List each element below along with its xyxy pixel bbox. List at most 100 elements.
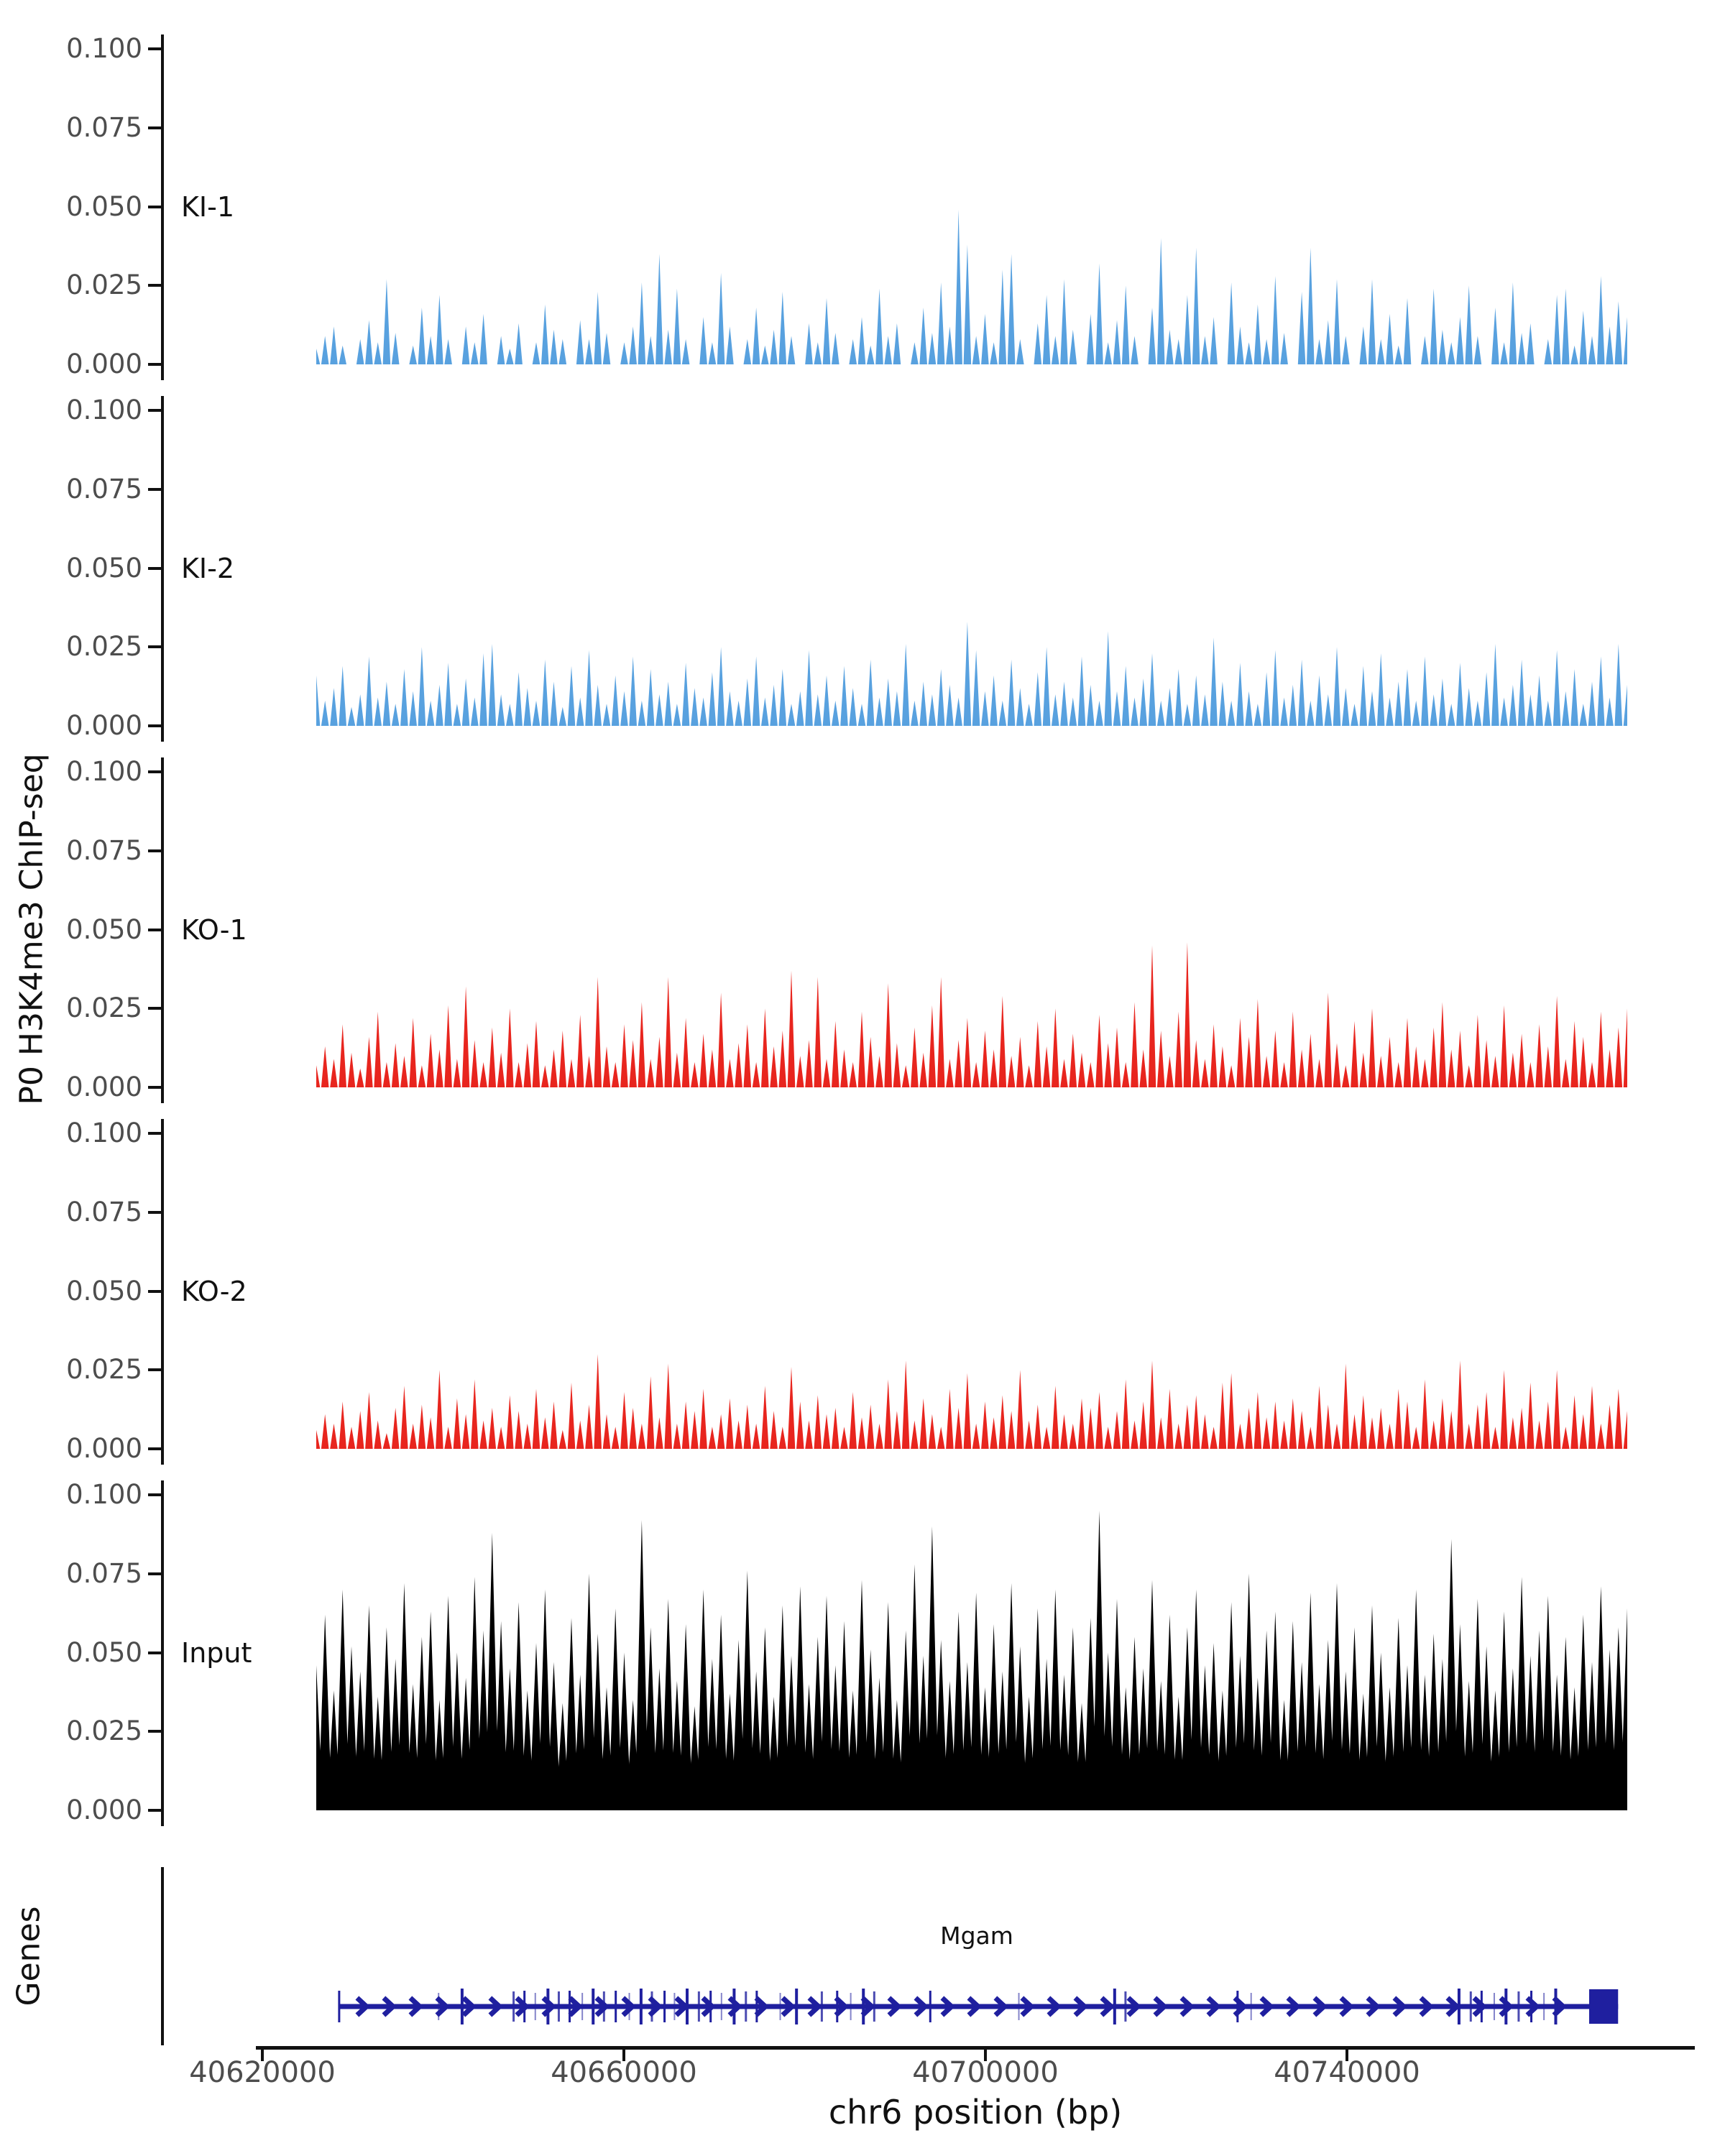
strand-arrow-icon — [568, 1996, 584, 2017]
y-tick — [148, 487, 162, 491]
strand-arrow-icon — [781, 1996, 796, 2017]
y-tick — [148, 1447, 162, 1450]
signal-area-ki-2 — [316, 622, 1627, 726]
y-tick — [148, 1210, 162, 1214]
y-tick-label: 0.100 — [66, 1479, 142, 1510]
y-tick-label: 0.075 — [66, 834, 142, 866]
signal-path — [316, 942, 1627, 1087]
y-tick — [148, 1007, 162, 1010]
y-tick-label: 0.050 — [66, 552, 142, 584]
y-tick — [148, 409, 162, 412]
strand-arrow-icon — [807, 1996, 823, 2017]
x-tick-label: 40620000 — [189, 2056, 336, 2089]
y-tick — [148, 47, 162, 50]
strand-arrow-icon — [967, 1996, 983, 2017]
genes-axis-line — [161, 1867, 164, 2045]
y-tick — [148, 363, 162, 366]
y-tick-label: 0.000 — [66, 710, 142, 741]
strand-arrow-icon — [1366, 1996, 1381, 2017]
y-tick — [148, 126, 162, 129]
y-tick-label: 0.000 — [66, 349, 142, 379]
strand-arrow-icon — [1472, 1996, 1488, 2017]
strand-arrow-icon — [1046, 1996, 1062, 2017]
y-tick — [148, 724, 162, 727]
strand-arrow-icon — [1206, 1996, 1222, 2017]
x-tick-label: 40740000 — [1274, 2056, 1420, 2089]
strand-arrow-icon — [701, 1996, 717, 2017]
y-axis-line — [161, 34, 164, 380]
y-tick — [148, 1809, 162, 1812]
y-tick-label: 0.075 — [66, 473, 142, 505]
y-tick — [148, 928, 162, 931]
strand-arrow-icon — [1525, 1996, 1541, 2017]
track-label: KI-1 — [181, 190, 235, 223]
strand-arrow-icon — [914, 1996, 929, 2017]
track-label: KO-2 — [181, 1275, 247, 1307]
y-tick-label: 0.050 — [66, 1636, 142, 1668]
y-tick-label: 0.100 — [66, 756, 142, 787]
y-tick — [148, 770, 162, 773]
strand-arrow-icon — [621, 1996, 637, 2017]
strand-arrow-icon — [1499, 1996, 1514, 2017]
signal-area-ko-1 — [316, 942, 1627, 1087]
strand-arrow-icon — [940, 1996, 956, 2017]
x-tick-label: 40660000 — [551, 2056, 697, 2089]
strand-arrow-icon — [1259, 1996, 1275, 2017]
strand-arrow-icon — [1339, 1996, 1355, 2017]
signal-path — [316, 209, 1627, 364]
strand-arrow-icon — [727, 1996, 743, 2017]
y-tick — [148, 1289, 162, 1293]
signal-path — [316, 1354, 1627, 1449]
x-tick — [261, 2050, 264, 2061]
y-tick-label: 0.100 — [66, 1118, 142, 1148]
y-tick-label: 0.100 — [66, 33, 142, 64]
signal-area-input — [316, 1511, 1627, 1810]
y-tick-label: 0.000 — [66, 1795, 142, 1825]
y-tick — [148, 645, 162, 649]
gene-label: Mgam — [940, 1922, 1013, 1950]
strand-arrow-icon — [834, 1996, 850, 2017]
y-tick — [148, 205, 162, 208]
strand-arrow-icon — [1419, 1996, 1435, 2017]
gene-model — [338, 1989, 1619, 2024]
genes-axis-title: Genes — [10, 1906, 47, 2007]
strand-arrow-icon — [1312, 1996, 1328, 2017]
strand-arrow-icon — [1179, 1996, 1195, 2017]
strand-arrow-icon — [435, 1996, 451, 2017]
y-tick-label: 0.025 — [66, 1354, 142, 1386]
y-axis-line — [161, 1480, 164, 1826]
y-axis-line — [161, 396, 164, 742]
y-tick — [148, 284, 162, 287]
y-tick-label: 0.050 — [66, 190, 142, 222]
y-tick — [148, 1368, 162, 1372]
track-label: KI-2 — [181, 552, 235, 584]
y-tick-label: 0.075 — [66, 1557, 142, 1589]
signal-path — [316, 622, 1627, 726]
y-tick — [148, 1086, 162, 1089]
strand-arrow-icon — [754, 1996, 770, 2017]
strand-arrow-icon — [674, 1996, 690, 2017]
y-tick-label: 0.025 — [66, 1715, 142, 1747]
strand-arrow-icon — [594, 1996, 610, 2017]
gene-end-block — [1589, 1989, 1619, 2024]
y-axis-line — [161, 1119, 164, 1465]
y-tick-label: 0.025 — [66, 631, 142, 663]
y-tick-label: 0.050 — [66, 913, 142, 945]
strand-arrow-icon — [382, 1996, 397, 2017]
y-tick-label: 0.000 — [66, 1072, 142, 1102]
strand-arrow-icon — [1445, 1996, 1461, 2017]
strand-arrow-icon — [515, 1996, 530, 2017]
y-tick-label: 0.000 — [66, 1433, 142, 1464]
x-tick — [622, 2050, 625, 2061]
x-tick — [984, 2050, 987, 2061]
y-tick — [148, 1651, 162, 1654]
strand-arrow-icon — [461, 1996, 477, 2017]
y-tick — [148, 1730, 162, 1733]
strand-arrow-icon — [887, 1996, 903, 2017]
strand-arrow-icon — [1126, 1996, 1142, 2017]
x-tick-label: 40700000 — [912, 2056, 1059, 2089]
y-axis-line — [161, 757, 164, 1103]
signal-area-ko-2 — [316, 1354, 1627, 1449]
signal-area-ki-1 — [316, 209, 1627, 364]
